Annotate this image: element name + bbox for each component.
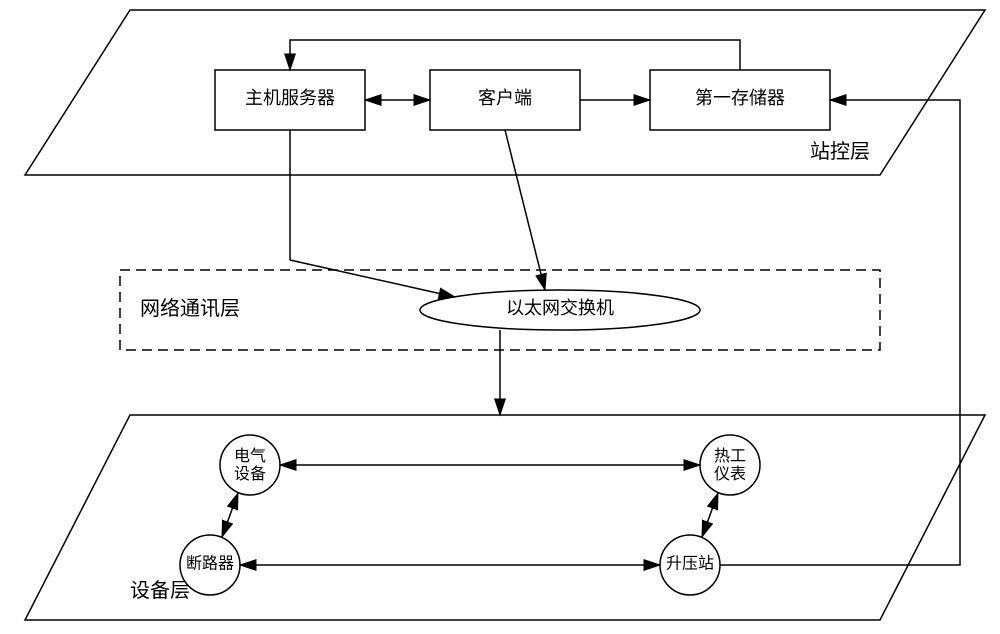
client-box: 客户端 [430,70,580,130]
electrical-label-2: 设备 [234,465,266,483]
network-layer-label: 网络通讯层 [140,297,240,320]
device-layer: 设备层 [25,415,985,620]
booster-label: 升压站 [666,555,714,573]
ethernet-switch-label: 以太网交换机 [506,298,614,318]
breaker-node: 断路器 [180,535,240,595]
device-layer-label: 设备层 [130,579,190,602]
storage-label: 第一存储器 [695,88,785,108]
client-label: 客户端 [478,88,532,108]
thermal-label-2: 仪表 [714,465,746,483]
host-server-label: 主机服务器 [245,88,335,108]
electrical-equipment-node: 电气 设备 [220,435,280,495]
architecture-diagram: 站控层 主机服务器 客户端 第一存储器 网络通讯层 以太网交换机 设备层 电气 … [0,0,1000,634]
booster-node: 升压站 [660,535,720,595]
storage-box: 第一存储器 [650,70,830,130]
host-server-box: 主机服务器 [215,70,365,130]
breaker-label: 断路器 [186,555,234,573]
thermal-label-1: 热工 [714,447,746,465]
station-layer-label: 站控层 [810,140,870,163]
electrical-label-1: 电气 [234,447,266,465]
thermal-instrument-node: 热工 仪表 [700,435,760,495]
